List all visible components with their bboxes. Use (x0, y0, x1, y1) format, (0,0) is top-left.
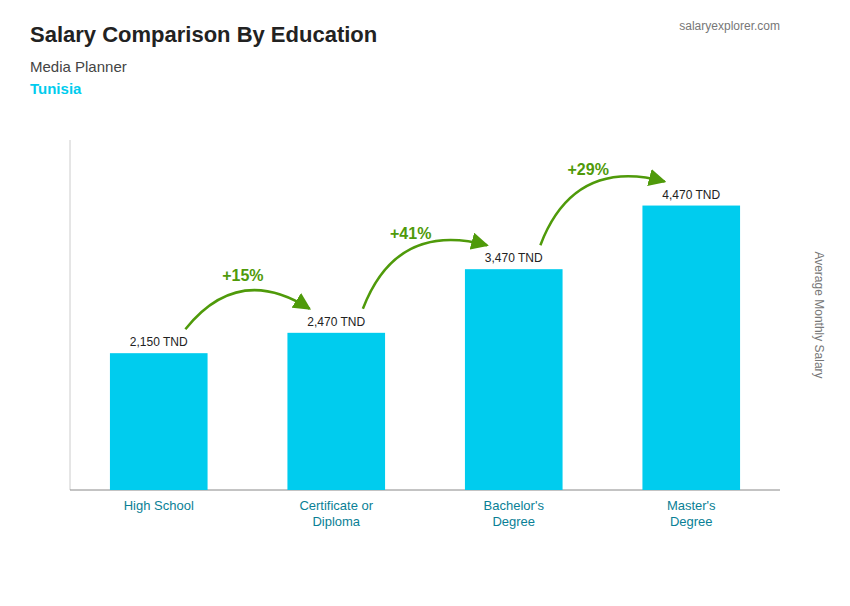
category-label-line: Degree (670, 514, 713, 529)
watermark: salaryexplorer.com (679, 19, 780, 33)
page: {"chart_data": {"type": "bar", "title": … (0, 0, 850, 606)
data-label: 4,470 TND (662, 188, 720, 202)
category-label-line: Certificate or (299, 498, 373, 513)
chart-svg: Salary Comparison By Education Media Plan… (0, 0, 850, 606)
bar (642, 206, 740, 490)
data-label: 2,470 TND (307, 315, 365, 329)
arrow (363, 240, 487, 309)
category-label: Bachelor'sDegree (484, 498, 545, 529)
category-label: Certificate orDiploma (299, 498, 373, 529)
data-label: 2,150 TND (130, 335, 188, 349)
annotation: +41% (390, 225, 431, 242)
bar (110, 353, 208, 490)
category-label: Master'sDegree (667, 498, 716, 529)
bar (287, 333, 385, 490)
category-label-line: Master's (667, 498, 716, 513)
subtitle: Tunisia (30, 80, 82, 97)
annotation: +29% (567, 161, 608, 178)
annotation: +15% (222, 267, 263, 284)
y-axis-line (70, 140, 71, 490)
bar (465, 269, 563, 490)
arrow (540, 176, 664, 245)
category-label-line: Degree (492, 514, 535, 529)
chart-container: Salary Comparison By Education Media Plan… (0, 0, 850, 606)
category-label-line: High School (124, 498, 194, 513)
subtitle: Media Planner (30, 58, 127, 75)
bars (110, 206, 740, 490)
category-label-line: Bachelor's (484, 498, 545, 513)
data-label: 3,470 TND (485, 251, 543, 265)
category-label-line: Diploma (312, 514, 360, 529)
arrow (185, 290, 309, 329)
y-axis-label: Average Monthly Salary (812, 251, 826, 378)
title: Salary Comparison By Education (30, 22, 377, 47)
category-label: High School (124, 498, 194, 513)
